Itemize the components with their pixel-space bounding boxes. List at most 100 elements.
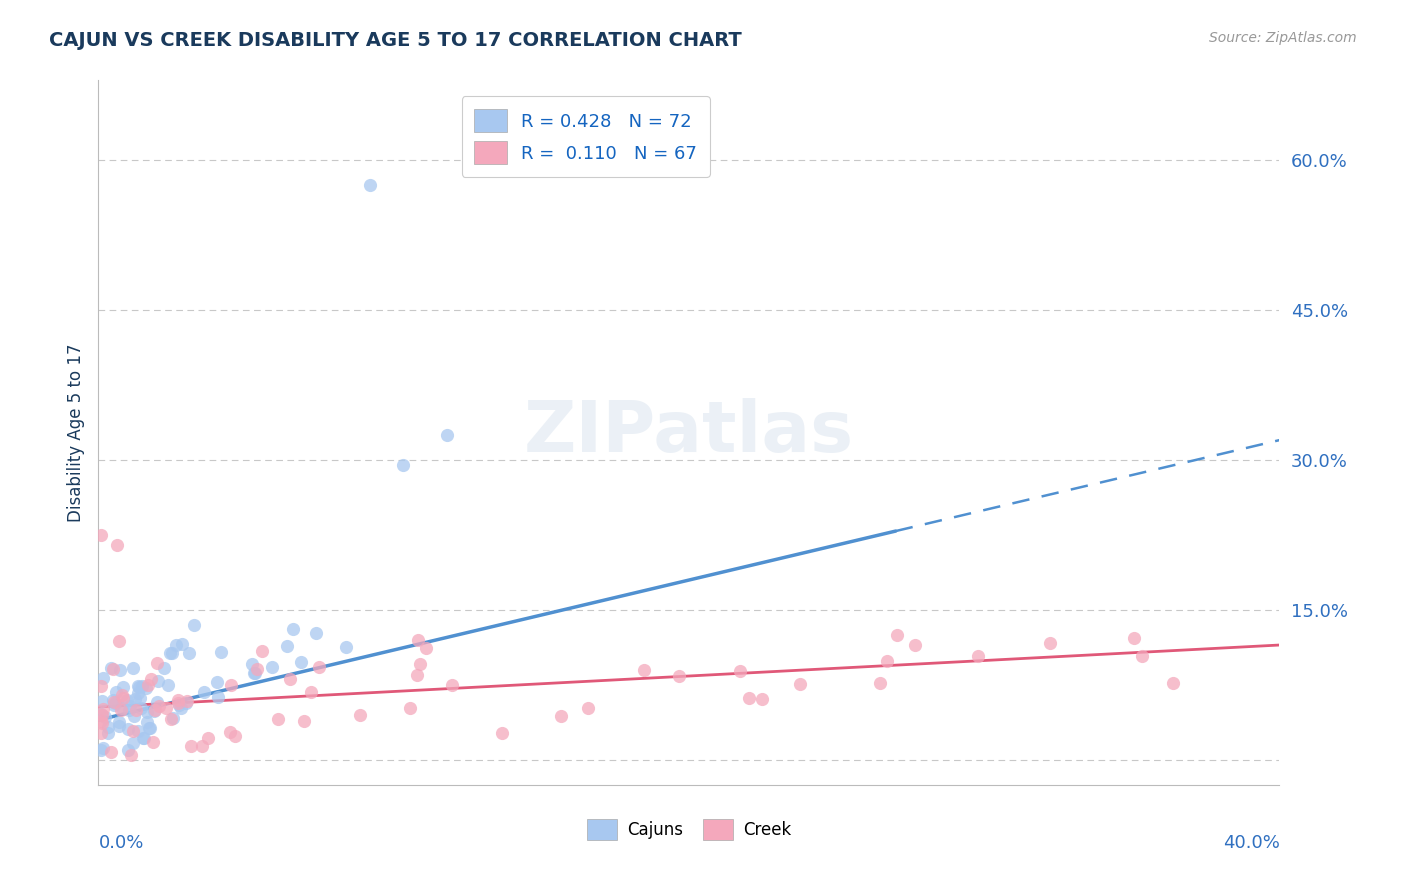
Point	[111, 688, 134, 702]
Point	[122, 661, 145, 675]
Point	[1122, 631, 1144, 645]
Point	[728, 664, 751, 678]
Point	[138, 721, 160, 735]
Legend: Cajuns, Creek: Cajuns, Creek	[581, 813, 797, 847]
Point	[105, 538, 128, 552]
Point	[124, 692, 146, 706]
Point	[550, 708, 572, 723]
Point	[174, 696, 197, 710]
Point	[197, 731, 219, 745]
Point	[118, 703, 141, 717]
Point	[143, 703, 166, 717]
Point	[96, 720, 118, 734]
Point	[129, 701, 152, 715]
Point	[176, 694, 198, 708]
Point	[167, 696, 190, 710]
Point	[335, 640, 357, 654]
Point	[142, 734, 165, 748]
Point	[162, 646, 184, 660]
Point	[165, 638, 187, 652]
Point	[162, 711, 184, 725]
Point	[103, 698, 125, 713]
Point	[97, 726, 120, 740]
Point	[160, 712, 183, 726]
Point	[111, 701, 134, 715]
Text: CAJUN VS CREEK DISABILITY AGE 5 TO 17 CORRELATION CHART: CAJUN VS CREEK DISABILITY AGE 5 TO 17 CO…	[49, 31, 742, 50]
Point	[876, 654, 898, 668]
Point	[278, 672, 301, 686]
Point	[122, 709, 145, 723]
Point	[117, 743, 139, 757]
Point	[399, 701, 422, 715]
Point	[91, 671, 114, 685]
Point	[262, 659, 284, 673]
Point	[91, 694, 114, 708]
Point	[146, 674, 169, 689]
Point	[305, 625, 328, 640]
Point	[240, 657, 263, 671]
Point	[111, 681, 134, 695]
Point	[224, 729, 246, 743]
Point	[290, 656, 312, 670]
Point	[122, 724, 145, 739]
Point	[112, 691, 135, 706]
Point	[308, 660, 330, 674]
Point	[205, 674, 228, 689]
Point	[90, 706, 112, 721]
Point	[301, 685, 323, 699]
Point	[252, 644, 274, 658]
Point	[132, 731, 155, 745]
Point	[141, 672, 163, 686]
Point	[243, 666, 266, 681]
Point	[789, 677, 811, 691]
Point	[391, 458, 413, 472]
Point	[148, 699, 170, 714]
Point	[292, 714, 315, 728]
Point	[101, 662, 124, 676]
Point	[276, 639, 298, 653]
Point	[170, 701, 193, 715]
Point	[108, 634, 131, 648]
Point	[751, 691, 773, 706]
Text: 0.0%: 0.0%	[98, 834, 143, 852]
Point	[100, 745, 122, 759]
Point	[145, 695, 167, 709]
Point	[104, 696, 127, 710]
Point	[90, 725, 112, 739]
Point	[436, 428, 458, 442]
Text: 40.0%: 40.0%	[1223, 834, 1279, 852]
Point	[440, 678, 463, 692]
Point	[142, 704, 165, 718]
Point	[193, 685, 215, 699]
Point	[409, 657, 432, 671]
Point	[155, 701, 177, 715]
Point	[207, 690, 229, 704]
Point	[886, 628, 908, 642]
Point	[91, 702, 114, 716]
Point	[118, 699, 141, 714]
Point	[135, 714, 157, 729]
Point	[115, 693, 138, 707]
Point	[122, 736, 145, 750]
Point	[283, 622, 305, 636]
Point	[218, 724, 240, 739]
Point	[127, 686, 149, 700]
Point	[180, 739, 202, 754]
Point	[127, 679, 149, 693]
Point	[491, 725, 513, 739]
Point	[135, 705, 157, 719]
Point	[91, 715, 114, 730]
Point	[128, 681, 150, 695]
Point	[138, 678, 160, 692]
Point	[132, 731, 155, 745]
Point	[576, 701, 599, 715]
Point	[135, 681, 157, 695]
Point	[129, 691, 152, 706]
Point	[1161, 676, 1184, 690]
Text: Source: ZipAtlas.com: Source: ZipAtlas.com	[1209, 31, 1357, 45]
Point	[108, 719, 131, 733]
Point	[120, 747, 142, 762]
Point	[139, 722, 162, 736]
Point	[90, 528, 112, 542]
Y-axis label: Disability Age 5 to 17: Disability Age 5 to 17	[66, 343, 84, 522]
